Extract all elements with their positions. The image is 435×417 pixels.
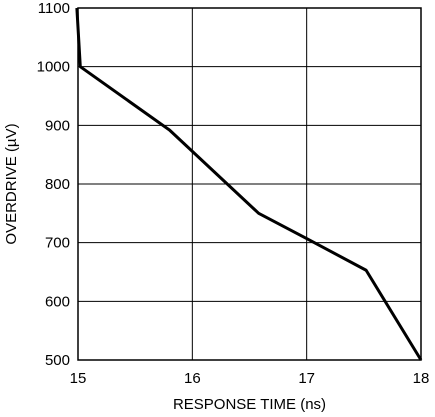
x-tick-label: 18 xyxy=(413,370,430,387)
x-tick-label: 15 xyxy=(70,370,87,387)
grid xyxy=(78,8,421,360)
y-tick-label: 1000 xyxy=(37,59,70,76)
y-tick-label: 600 xyxy=(45,293,70,310)
series-line-0 xyxy=(75,7,423,361)
plot-frame xyxy=(77,7,422,361)
y-tick-label: 900 xyxy=(45,117,70,134)
y-tick-labels: 500 600 700 800 900 1000 1100 xyxy=(37,0,70,369)
x-tick-label: 16 xyxy=(184,370,201,387)
y-tick-label: 500 xyxy=(45,352,70,369)
y-tick-label: 700 xyxy=(45,235,70,252)
x-axis-title: RESPONSE TIME (ns) xyxy=(173,396,326,413)
y-tick-label: 1100 xyxy=(38,0,70,17)
y-axis-title: OVERDRIVE (µV) xyxy=(3,123,20,244)
x-tick-label: 17 xyxy=(298,370,315,387)
series-group xyxy=(75,7,423,361)
x-tick-labels: 15 16 17 18 xyxy=(70,370,430,387)
y-tick-label: 800 xyxy=(45,176,70,193)
